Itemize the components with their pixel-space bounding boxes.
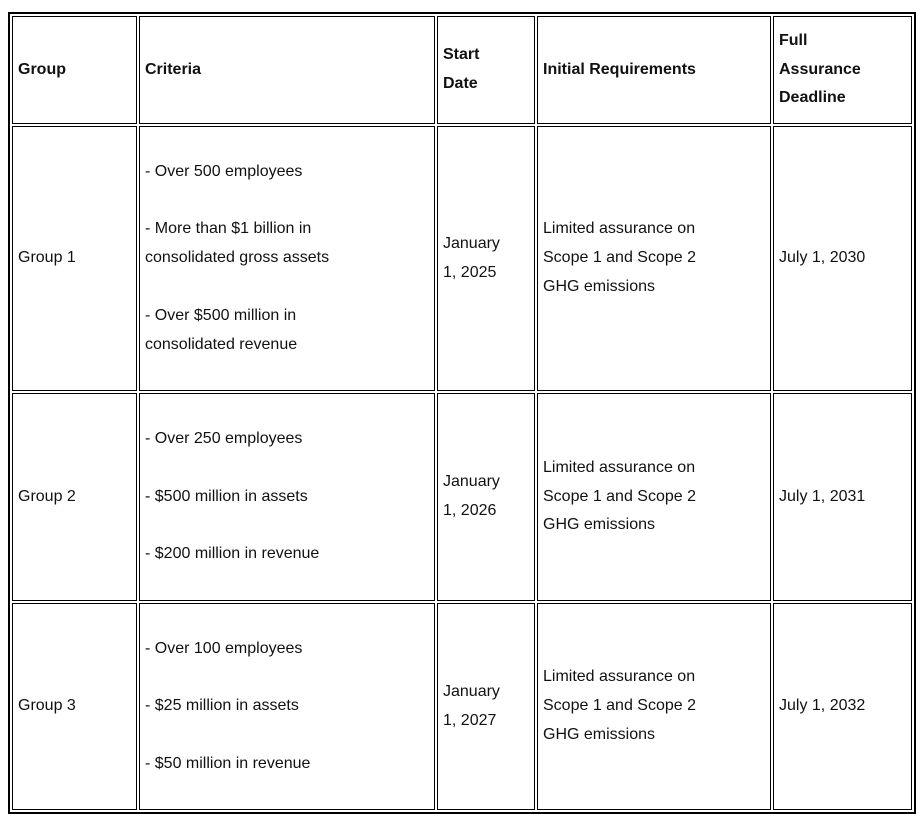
header-cell-group: Group — [12, 16, 137, 124]
table-header-row: Group Criteria Start Date Initial Requir… — [12, 16, 912, 124]
table-row-group-2: Group 2 - Over 250 employees - $500 mill… — [12, 393, 912, 601]
start-date-cell: January 1, 2027 — [437, 602, 535, 811]
header-cell-criteria: Criteria — [139, 16, 435, 124]
header-cell-start-date: Start Date — [437, 16, 535, 124]
criteria-item: - Over 100 employees — [145, 639, 303, 657]
initial-requirements-cell: Limited assurance on Scope 1 and Scope 2… — [537, 393, 771, 601]
header-cell-initial-requirements: Initial Requirements — [537, 16, 771, 124]
start-date-cell: January 1, 2026 — [437, 393, 535, 601]
initial-requirements-cell: Limited assurance on Scope 1 and Scope 2… — [537, 602, 771, 811]
table-row-group-1: Group 1 - Over 500 employees - More than… — [12, 126, 912, 392]
criteria-item: - $200 million in revenue — [145, 545, 320, 563]
table-row-group-3: Group 3 - Over 100 employees - $25 milli… — [12, 602, 912, 811]
group-cell: Group 3 — [12, 602, 137, 811]
criteria-item: - $500 million in assets — [145, 487, 308, 505]
criteria-item: - Over 500 employees — [145, 162, 303, 180]
criteria-item: - Over 250 employees — [145, 429, 303, 447]
criteria-cell: - Over 250 employees - $500 million in a… — [139, 393, 435, 601]
full-assurance-deadline-cell: July 1, 2030 — [773, 126, 912, 392]
assurance-requirements-table-container: Group Criteria Start Date Initial Requir… — [8, 12, 916, 814]
full-assurance-deadline-cell: July 1, 2031 — [773, 393, 912, 601]
criteria-item: - $25 million in assets — [145, 697, 299, 715]
start-date-cell: January 1, 2025 — [437, 126, 535, 392]
criteria-item: - More than $1 billion in consolidated g… — [145, 220, 330, 267]
initial-requirements-cell: Limited assurance on Scope 1 and Scope 2… — [537, 126, 771, 392]
criteria-cell: - Over 100 employees - $25 million in as… — [139, 602, 435, 811]
criteria-item: - Over $500 million in consolidated reve… — [145, 306, 298, 353]
group-cell: Group 2 — [12, 393, 137, 601]
assurance-requirements-table: Group Criteria Start Date Initial Requir… — [8, 12, 916, 814]
criteria-cell: - Over 500 employees - More than $1 bill… — [139, 126, 435, 392]
group-cell: Group 1 — [12, 126, 137, 392]
full-assurance-deadline-cell: July 1, 2032 — [773, 602, 912, 811]
header-cell-full-assurance-deadline: Full Assurance Deadline — [773, 16, 912, 124]
criteria-item: - $50 million in revenue — [145, 754, 311, 772]
